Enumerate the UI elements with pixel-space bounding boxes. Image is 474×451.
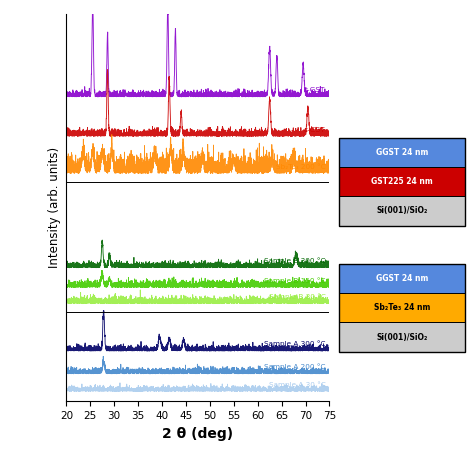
Text: Si(001)/SiO₂: Si(001)/SiO₂ — [376, 333, 428, 341]
FancyBboxPatch shape — [339, 322, 465, 352]
FancyBboxPatch shape — [339, 167, 465, 196]
Text: Sample A 30 °C: Sample A 30 °C — [269, 381, 326, 388]
Text: Sample B 150 °C: Sample B 150 °C — [264, 277, 326, 284]
Text: Sb₂Te₃ 200 °C: Sb₂Te₃ 200 °C — [276, 164, 326, 170]
Text: Si(001)/SiO₂: Si(001)/SiO₂ — [376, 207, 428, 215]
Text: t-GST: t-GST — [305, 87, 326, 93]
Text: Sample B 30 °C: Sample B 30 °C — [269, 294, 326, 300]
FancyBboxPatch shape — [339, 264, 465, 293]
FancyBboxPatch shape — [339, 293, 465, 322]
Text: GGST 24 nm: GGST 24 nm — [375, 148, 428, 156]
Text: Sample A 300 °C: Sample A 300 °C — [264, 341, 326, 347]
Text: GST225 24 nm: GST225 24 nm — [371, 177, 433, 186]
Text: Sb₂Te₃ 24 nm: Sb₂Te₃ 24 nm — [374, 304, 430, 312]
Text: Sample B 300 °C: Sample B 300 °C — [264, 258, 326, 264]
FancyBboxPatch shape — [339, 138, 465, 167]
FancyBboxPatch shape — [339, 196, 465, 226]
Text: GGST 24 nm: GGST 24 nm — [375, 274, 428, 283]
Text: c-GST: c-GST — [304, 127, 326, 133]
Text: Sample A 200 °C: Sample A 200 °C — [264, 364, 326, 370]
Y-axis label: Intensity (arb. units): Intensity (arb. units) — [48, 147, 61, 268]
X-axis label: 2 θ (deg): 2 θ (deg) — [162, 427, 234, 441]
